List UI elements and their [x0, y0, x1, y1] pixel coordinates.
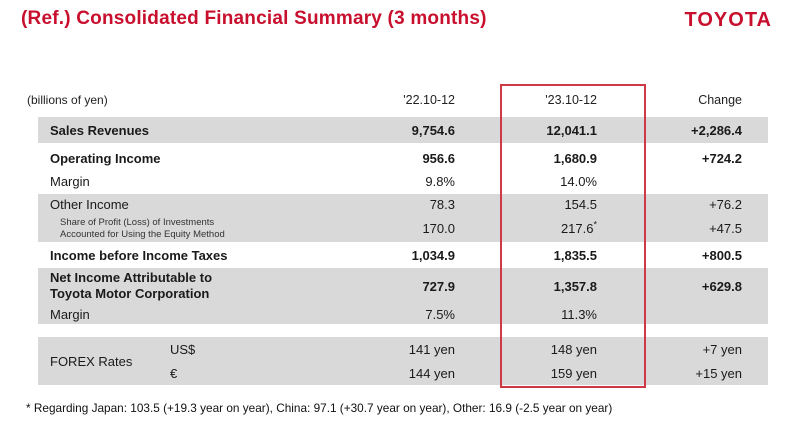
row-label: Net Income Attributable to Toyota Motor …: [38, 270, 338, 302]
row-label-line2: Toyota Motor Corporation: [50, 286, 210, 301]
row-label-line1: Share of Profit (Loss) of Investments: [60, 216, 215, 228]
table-row-operating-margin: Margin 9.8% 14.0%: [38, 170, 768, 192]
table-row-other-income: Other Income 78.3 154.5 +76.2: [38, 194, 768, 215]
row-label: Other Income: [50, 197, 129, 212]
forex-rows: US$ 141 yen 148 yen +7 yen € 144 yen 159…: [170, 337, 768, 385]
table-row-operating-income: Operating Income 956.6 1,680.9 +724.2: [38, 146, 768, 170]
value-prev: 9.8%: [425, 173, 455, 189]
value-current: 12,041.1: [546, 122, 597, 138]
row-label: Margin: [50, 173, 90, 189]
value-current: 1,835.5: [553, 247, 597, 263]
value-current: 1,680.9: [553, 150, 597, 166]
currency-label: US$: [170, 341, 196, 357]
value-prev: 78.3: [429, 197, 455, 212]
value-prev: 727.9: [422, 278, 455, 294]
column-header-change: Change: [698, 93, 742, 107]
value-prev: 170.0: [422, 221, 455, 236]
value-prev: 144 yen: [408, 365, 455, 381]
value-change: +7 yen: [702, 341, 742, 357]
row-label-line2: Accounted for Using the Equity Method: [60, 228, 225, 240]
value-change: +2,286.4: [691, 122, 742, 138]
table-row-income-before-taxes: Income before Income Taxes 1,034.9 1,835…: [38, 244, 768, 266]
currency-label: €: [170, 365, 178, 381]
value-change: +800.5: [701, 247, 742, 263]
footnote: * Regarding Japan: 103.5 (+19.3 year on …: [26, 401, 613, 415]
table-row-equity-method: Share of Profit (Loss) of Investments Ac…: [38, 215, 768, 242]
table-row-net-income: Net Income Attributable to Toyota Motor …: [38, 268, 768, 304]
table-row-sales-revenues: Sales Revenues 9,754.6 12,041.1 +2,286.4: [38, 117, 768, 143]
table-row-forex-usd: US$ 141 yen 148 yen +7 yen: [170, 337, 768, 361]
table-band-forex: FOREX Rates US$ 141 yen 148 yen +7 yen €…: [38, 337, 768, 385]
value-current: 217.6*: [560, 219, 597, 236]
value-prev: 141 yen: [408, 341, 455, 357]
value-change: +15 yen: [695, 365, 742, 381]
value-current: 148 yen: [550, 341, 597, 357]
table-band-net-income: Net Income Attributable to Toyota Motor …: [38, 268, 768, 324]
value-prev: 956.6: [422, 150, 455, 166]
value-change: +47.5: [709, 221, 742, 236]
row-label: Income before Income Taxes: [50, 247, 228, 263]
table-row-forex-eur: € 144 yen 159 yen +15 yen: [170, 361, 768, 385]
unit-label: (billions of yen): [27, 93, 108, 107]
table-row-net-margin: Margin 7.5% 11.3%: [38, 304, 768, 324]
row-label: Sales Revenues: [50, 122, 150, 138]
column-header-current-period: '23.10-12: [545, 93, 597, 107]
value-change: +76.2: [709, 197, 742, 212]
value-prev: 7.5%: [425, 306, 455, 322]
row-label: Share of Profit (Loss) of Investments Ac…: [38, 217, 338, 241]
value-change: +629.8: [701, 278, 742, 294]
financial-summary-table: (billions of yen) '22.10-12 '23.10-12 Ch…: [27, 88, 768, 385]
row-label-line1: Net Income Attributable to: [50, 270, 213, 285]
value-prev: 1,034.9: [411, 247, 455, 263]
column-header-prev-period: '22.10-12: [403, 93, 455, 107]
footnote-marker: *: [593, 219, 597, 230]
row-label: Operating Income: [50, 150, 161, 166]
forex-rates-label: FOREX Rates: [50, 353, 133, 369]
toyota-logo: TOYOTA: [684, 9, 772, 31]
table-header-row: (billions of yen) '22.10-12 '23.10-12 Ch…: [27, 88, 768, 112]
value-current: 159 yen: [550, 365, 597, 381]
value-current: 11.3%: [561, 306, 597, 322]
row-label: Margin: [50, 306, 90, 322]
value-change: +724.2: [701, 150, 742, 166]
table-band-other-income: Other Income 78.3 154.5 +76.2 Share of P…: [38, 194, 768, 242]
value-prev: 9,754.6: [411, 122, 455, 138]
value-current: 14.0%: [560, 173, 597, 189]
page-title: (Ref.) Consolidated Financial Summary (3…: [21, 8, 487, 29]
value-current: 154.5: [564, 197, 597, 212]
value-current: 1,357.8: [553, 278, 597, 294]
